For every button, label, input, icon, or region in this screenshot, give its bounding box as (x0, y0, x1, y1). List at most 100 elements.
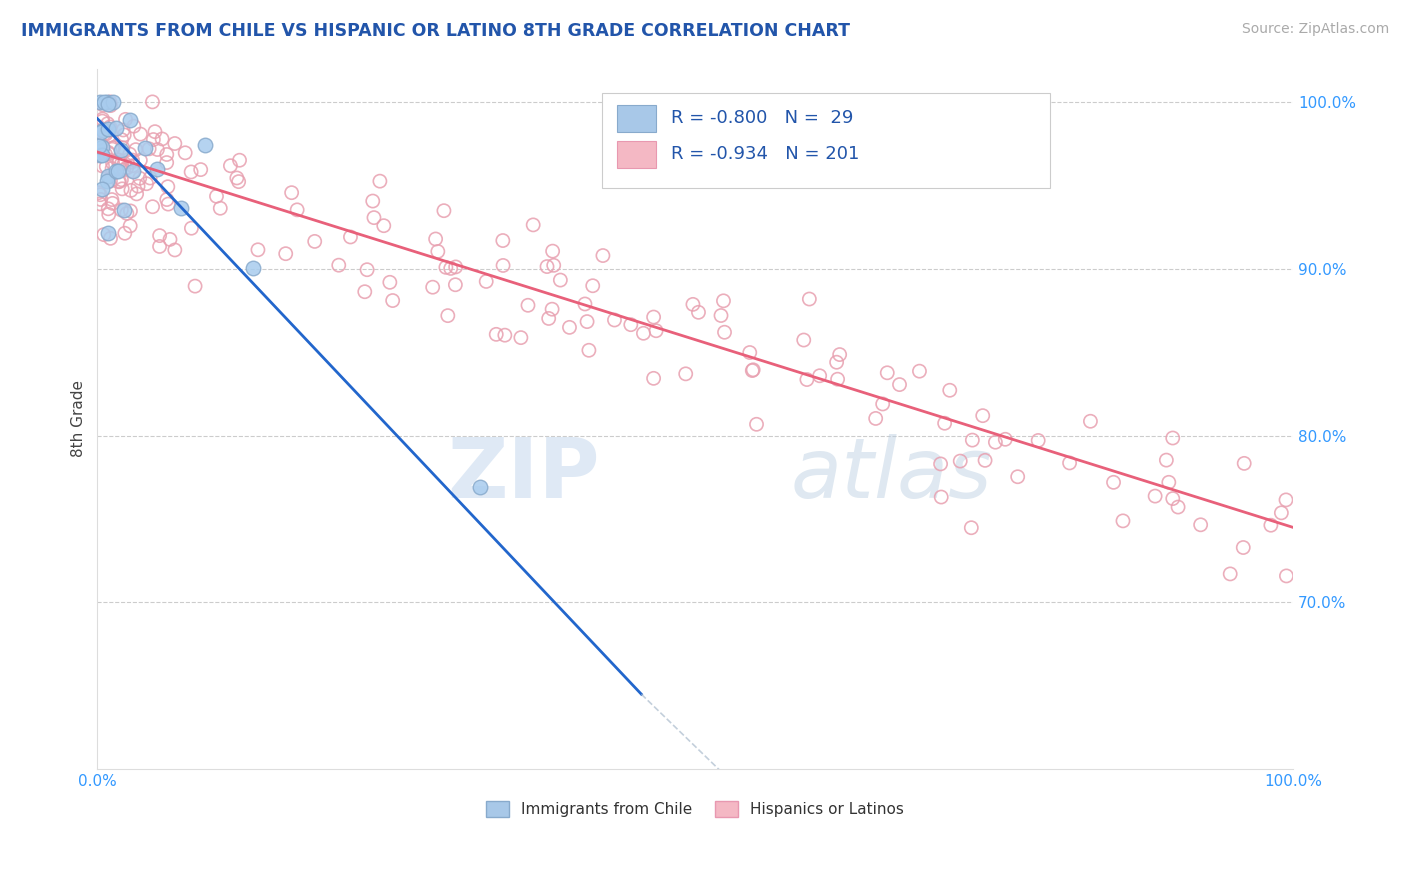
Point (111, 133, 134, 147)
Point (93, 227, 115, 242)
Point (517, 298, 540, 312)
Point (1080, 414, 1102, 428)
Point (101, 142, 124, 156)
Point (1026, 434, 1049, 448)
Point (120, 183, 142, 197)
Text: ZIP: ZIP (447, 434, 599, 516)
Point (97, 169, 120, 183)
Point (643, 310, 665, 324)
Point (872, 397, 894, 411)
Point (97, 122, 120, 136)
Point (89, 95, 111, 109)
Point (1157, 475, 1180, 490)
Point (444, 260, 467, 274)
Point (1189, 517, 1212, 532)
Bar (617, 142, 655, 168)
Point (128, 171, 150, 186)
Point (150, 132, 173, 146)
Point (91, 122, 114, 136)
Point (1161, 431, 1184, 445)
Point (174, 145, 197, 160)
Point (112, 128, 135, 142)
Point (111, 141, 134, 155)
Point (96, 97, 118, 112)
Point (101, 156, 124, 170)
Point (865, 411, 887, 425)
Point (242, 260, 264, 275)
Point (115, 206, 138, 220)
Point (120, 203, 142, 218)
Point (536, 260, 558, 274)
Point (180, 221, 202, 235)
Bar (617, 105, 655, 132)
Point (682, 297, 704, 311)
Point (433, 203, 456, 218)
Point (219, 159, 242, 173)
Point (828, 348, 851, 362)
Point (434, 260, 457, 275)
Point (1233, 456, 1256, 470)
Point (209, 201, 232, 215)
Point (121, 155, 143, 169)
Point (121, 153, 143, 167)
Point (125, 143, 148, 157)
Point (713, 325, 735, 339)
Point (87, 186, 110, 200)
Point (156, 179, 179, 194)
Point (645, 324, 668, 338)
Point (97, 145, 120, 160)
Point (742, 363, 765, 377)
Point (225, 170, 247, 185)
Point (156, 147, 179, 161)
Point (90, 147, 112, 161)
Point (620, 318, 643, 332)
Point (149, 228, 172, 243)
Point (112, 162, 135, 177)
Point (745, 417, 768, 432)
Point (112, 123, 135, 137)
Point (94, 127, 117, 141)
Point (120, 219, 142, 233)
Point (159, 232, 181, 246)
Point (91, 159, 114, 173)
Point (793, 333, 815, 347)
Point (738, 345, 761, 359)
Point (97, 146, 120, 161)
Point (111, 182, 134, 196)
Point (558, 320, 581, 334)
Point (576, 315, 599, 329)
Point (110, 143, 132, 157)
Point (121, 159, 143, 173)
Point (468, 481, 491, 495)
Point (93, 127, 115, 141)
Text: Source: ZipAtlas.com: Source: ZipAtlas.com (1241, 22, 1389, 37)
Point (142, 200, 165, 214)
Y-axis label: 8th Grade: 8th Grade (72, 380, 86, 458)
Point (228, 175, 250, 189)
Point (98, 120, 121, 134)
Point (129, 153, 152, 168)
Point (1112, 514, 1135, 528)
Point (97, 202, 120, 216)
Point (592, 248, 614, 262)
Point (142, 132, 165, 146)
Point (125, 186, 148, 201)
Point (485, 327, 508, 342)
Point (994, 432, 1017, 446)
Point (825, 355, 848, 369)
Point (122, 164, 145, 178)
Point (108, 153, 131, 167)
Point (929, 490, 952, 504)
Point (1270, 506, 1292, 520)
Text: R = -0.934   N = 201: R = -0.934 N = 201 (671, 145, 859, 163)
Point (107, 175, 129, 189)
Point (100, 231, 122, 245)
Point (110, 202, 132, 217)
Point (541, 302, 564, 317)
Point (361, 194, 384, 208)
Point (475, 274, 498, 288)
Point (492, 259, 515, 273)
Point (643, 371, 665, 385)
Point (122, 119, 145, 133)
Point (112, 156, 135, 170)
